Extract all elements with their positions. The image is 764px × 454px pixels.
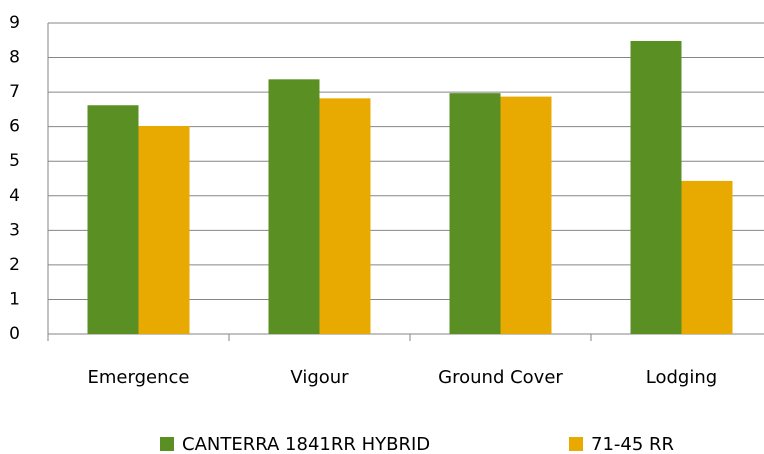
bar (138, 125, 190, 334)
x-tick-label: Lodging (646, 367, 717, 388)
bar (319, 98, 371, 334)
legend-label: CANTERRA 1841RR HYBRID (182, 434, 430, 454)
y-tick-label: 2 (9, 255, 20, 275)
y-tick-label: 6 (9, 117, 20, 137)
x-tick-label: Ground Cover (438, 367, 563, 388)
y-tick-label: 7 (9, 82, 20, 102)
bar (681, 180, 733, 334)
y-tick-label: 5 (9, 151, 20, 171)
bar (87, 105, 139, 335)
bar (500, 96, 552, 334)
legend-swatch (160, 437, 174, 451)
y-tick-label: 3 (9, 220, 20, 240)
legend-swatch (569, 437, 583, 451)
y-tick-label: 9 (9, 13, 20, 33)
bar (630, 40, 682, 335)
y-tick-label: 4 (9, 186, 20, 206)
y-tick-label: 8 (9, 48, 20, 68)
x-tick-label: Vigour (290, 367, 349, 388)
y-tick-label: 0 (9, 324, 20, 344)
bar (268, 79, 320, 334)
x-tick-label: Emergence (88, 367, 190, 388)
bar (449, 93, 501, 334)
legend-label: 71-45 RR (591, 434, 674, 454)
y-tick-label: 1 (9, 289, 20, 309)
